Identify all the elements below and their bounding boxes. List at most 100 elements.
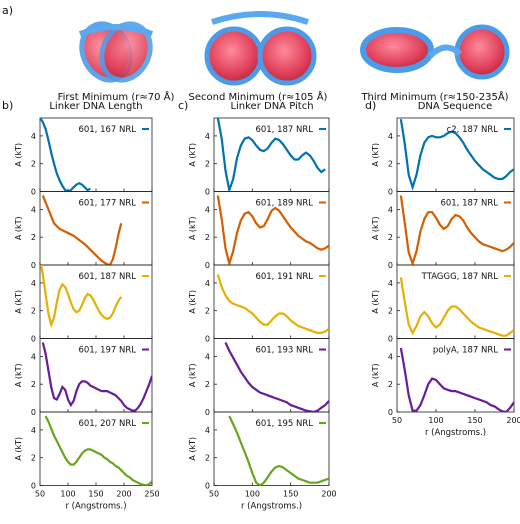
legend-label: 601, 191 NRL — [255, 272, 313, 282]
plot-frame — [213, 411, 330, 486]
series-line — [44, 415, 152, 486]
y-tick-label: 2 — [205, 380, 210, 389]
y-tick-label: 4 — [31, 205, 36, 214]
legend-label: polyA, 187 NRL — [433, 346, 498, 356]
y-tick-label: 2 — [31, 233, 36, 242]
y-axis-label: A (kT) — [188, 143, 197, 167]
panel-title: Linker DNA Pitch — [230, 101, 313, 112]
y-axis-label: A (kT) — [14, 290, 23, 314]
x-axis-label: r (Angstroms.) — [65, 502, 126, 512]
legend-label: c2, 187 NRL — [447, 125, 499, 135]
third-minimum-illustration — [360, 24, 510, 80]
y-axis-label: A (kT) — [14, 143, 23, 167]
series-line — [216, 118, 326, 192]
y-tick-label: 2 — [205, 307, 210, 316]
panel-title: Linker DNA Length — [49, 101, 142, 112]
legend-label: 601, 207 NRL — [78, 419, 136, 429]
chart-panel-0: b) Linker DNA Length 0 2 4 A (kT) 601, 167 NRL… — [2, 99, 160, 512]
legend-label: 601, 177 NRL — [78, 199, 136, 209]
y-tick-label: 2 — [31, 380, 36, 389]
y-tick-label: 0 — [388, 408, 393, 417]
first-minimum-illustration — [78, 21, 154, 83]
y-tick-label: 0 — [388, 188, 393, 197]
y-tick-label: 4 — [31, 132, 36, 141]
panel-title: DNA Sequence — [418, 101, 493, 112]
y-tick-label: 4 — [388, 132, 393, 141]
series-line — [399, 347, 514, 412]
free-energy-panels: b) Linker DNA Length 0 2 4 A (kT) 601, 167 NRL… — [2, 99, 520, 512]
subplot: 0 2 4 A (kT) 601, 187 NRL — [14, 264, 153, 344]
second-minimum-illustration — [204, 11, 317, 86]
x-tick-label: 200 — [321, 490, 336, 499]
y-axis-label: A (kT) — [371, 363, 380, 387]
y-axis-label: A (kT) — [188, 363, 197, 387]
y-axis-label: A (kT) — [188, 437, 197, 461]
x-tick-label: 50 — [209, 490, 219, 499]
series-line — [41, 342, 152, 412]
y-tick-label: 2 — [205, 454, 210, 463]
panel-label: c) — [178, 99, 188, 112]
subplot: 0 2 4 A (kT) 601, 193 NRL — [188, 338, 330, 417]
legend-label: 601, 167 NRL — [78, 125, 136, 135]
subplot: 0 2 4 A (kT) 601, 187 NRL — [371, 191, 515, 270]
legend-label: 601, 189 NRL — [255, 199, 313, 209]
subplot: 0 2 4 A (kT) polyA, 187 NRL 50 100 150 200 r (Ang… — [371, 338, 520, 438]
legend-label: 601, 197 NRL — [78, 346, 136, 356]
legend-label: 601, 187 NRL — [440, 199, 498, 209]
y-tick-label: 4 — [205, 279, 210, 288]
y-tick-label: 0 — [388, 261, 393, 270]
subplot: 0 2 4 A (kT) 601, 167 NRL — [14, 117, 153, 197]
y-tick-label: 2 — [31, 160, 36, 169]
y-tick-label: 0 — [205, 482, 210, 491]
y-tick-label: 0 — [31, 261, 36, 270]
y-tick-label: 4 — [205, 205, 210, 214]
y-tick-label: 0 — [31, 188, 36, 197]
legend-label: 601, 193 NRL — [255, 346, 313, 356]
y-tick-label: 2 — [205, 160, 210, 169]
y-tick-label: 4 — [388, 279, 393, 288]
y-tick-label: 0 — [205, 335, 210, 344]
series-line — [399, 119, 514, 191]
panel-label: b) — [2, 99, 13, 112]
plot-frame — [396, 338, 515, 413]
x-tick-label: 50 — [35, 490, 45, 499]
x-tick-label: 100 — [428, 416, 443, 425]
series-line — [41, 195, 123, 265]
y-axis-label: A (kT) — [371, 216, 380, 240]
legend-label: 601, 195 NRL — [255, 419, 313, 429]
x-axis-label: r (Angstroms.) — [425, 428, 486, 438]
x-tick-label: 150 — [88, 490, 103, 499]
third-minimum-caption: Third Minimum (r≈150-235Å) — [360, 90, 508, 103]
y-tick-label: 0 — [205, 261, 210, 270]
y-tick-label: 4 — [31, 352, 36, 361]
subplot: 0 2 4 A (kT) 601, 187 NRL — [188, 117, 330, 197]
x-tick-label: 200 — [506, 416, 520, 425]
y-axis-label: A (kT) — [188, 290, 197, 314]
y-tick-label: 4 — [31, 279, 36, 288]
y-tick-label: 2 — [31, 307, 36, 316]
series-line — [399, 195, 514, 265]
subplot: 0 2 4 A (kT) 601, 195 NRL 50 100 150 200 r (Angst… — [188, 411, 337, 512]
subplot: 0 2 4 A (kT) TTAGGG, 187 NRL — [371, 264, 515, 344]
y-tick-label: 0 — [205, 408, 210, 417]
y-tick-label: 4 — [205, 426, 210, 435]
x-tick-label: 100 — [60, 490, 75, 499]
y-axis-label: A (kT) — [14, 216, 23, 240]
y-axis-label: A (kT) — [14, 437, 23, 461]
y-tick-label: 2 — [388, 233, 393, 242]
y-axis-label: A (kT) — [188, 216, 197, 240]
y-tick-label: 0 — [31, 335, 36, 344]
y-tick-label: 4 — [388, 352, 393, 361]
series-line — [216, 274, 329, 334]
panel-a-label: a) — [2, 4, 13, 17]
y-tick-label: 2 — [388, 160, 393, 169]
y-tick-label: 0 — [205, 188, 210, 197]
series-line — [216, 195, 329, 265]
series-line — [228, 415, 329, 486]
y-axis-label: A (kT) — [371, 143, 380, 167]
y-tick-label: 2 — [31, 454, 36, 463]
legend-label: 601, 187 NRL — [255, 125, 313, 135]
subplot: 0 2 4 A (kT) 601, 189 NRL — [188, 191, 330, 270]
y-tick-label: 2 — [388, 380, 393, 389]
x-axis-label: r (Angstroms.) — [241, 502, 302, 512]
